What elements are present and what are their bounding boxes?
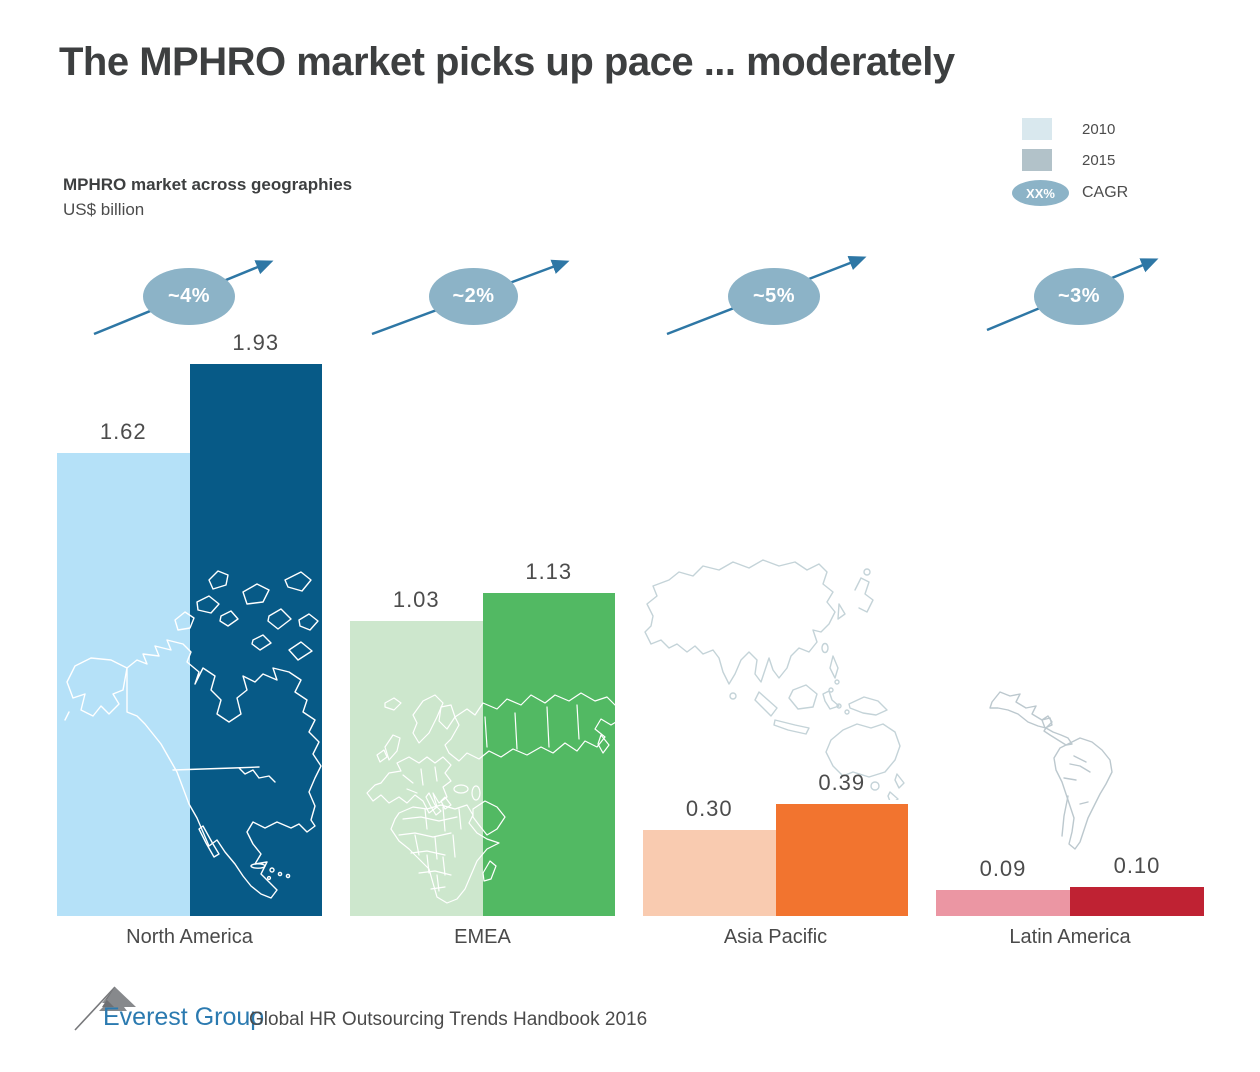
bar-asia-pacific-2010	[643, 830, 776, 916]
value-label-latin-america-2010: 0.09	[979, 856, 1027, 881]
value-label-emea-2010: 1.03	[392, 587, 440, 612]
category-label-emea: EMEA	[454, 926, 511, 948]
brand-name: Everest Group	[103, 1003, 265, 1031]
value-label-north-america-2010: 1.62	[99, 419, 147, 444]
bar-asia-pacific-2015	[775, 804, 908, 916]
value-label-north-america-2015: 1.93	[232, 330, 280, 355]
chart-caption-title: MPHRO market across geographies	[63, 175, 353, 194]
source-text: Global HR Outsourcing Trends Handbook 20…	[249, 1009, 648, 1030]
category-label-north-america: North America	[126, 926, 253, 948]
value-label-latin-america-2015: 0.10	[1113, 853, 1161, 878]
group-emea: 1.03 1.13	[350, 340, 622, 948]
footer: Everest Group Global HR Outsourcing Tren…	[0, 978, 1260, 1048]
bar-latin-america-2010	[936, 890, 1070, 916]
asia-pacific-map-outline	[644, 559, 905, 800]
chart-caption-unit: US$ billion	[63, 200, 145, 219]
legend: 2010 2015 XX% CAGR	[1012, 116, 1192, 216]
latin-america-map-outline	[989, 691, 1113, 850]
group-asia-pacific: 0.30 0.39 As	[643, 340, 908, 948]
value-label-emea-2015: 1.13	[525, 559, 573, 584]
legend-swatch-2015	[1022, 149, 1052, 171]
bar-emea-2010	[350, 621, 483, 916]
bar-latin-america-2015	[1070, 887, 1204, 916]
cagr-badge-latin-america: ~3%	[1034, 268, 1124, 325]
category-label-latin-america: Latin America	[1009, 926, 1131, 948]
group-north-america: 1.62 1.93	[57, 330, 322, 948]
legend-label-2010: 2010	[1082, 121, 1116, 138]
cagr-badge-emea: ~2%	[429, 268, 518, 325]
legend-cagr-badge: XX%	[1012, 180, 1069, 206]
category-label-asia-pacific: Asia Pacific	[723, 926, 828, 948]
bar-chart: 1.62 1.93	[57, 330, 1204, 948]
page-title: The MPHRO market picks up pace ... moder…	[59, 40, 955, 84]
legend-label-cagr: CAGR	[1082, 184, 1129, 201]
legend-swatch-2010	[1022, 118, 1052, 140]
bar-emea-2015	[482, 593, 615, 916]
group-latin-america: 0.09 0.10 Latin America	[936, 340, 1204, 948]
value-label-asia-pacific-2010: 0.30	[685, 796, 733, 821]
legend-label-2015: 2015	[1082, 152, 1116, 169]
cagr-badge-asia-pacific: ~5%	[728, 268, 820, 325]
everest-group-logo-icon	[74, 986, 136, 1031]
value-label-asia-pacific-2015: 0.39	[818, 770, 866, 795]
bar-north-america-2015	[189, 364, 322, 916]
cagr-badge-north-america: ~4%	[143, 268, 235, 325]
bar-north-america-2010	[57, 453, 190, 916]
chart-caption: MPHRO market across geographies US$ bill…	[63, 172, 352, 222]
